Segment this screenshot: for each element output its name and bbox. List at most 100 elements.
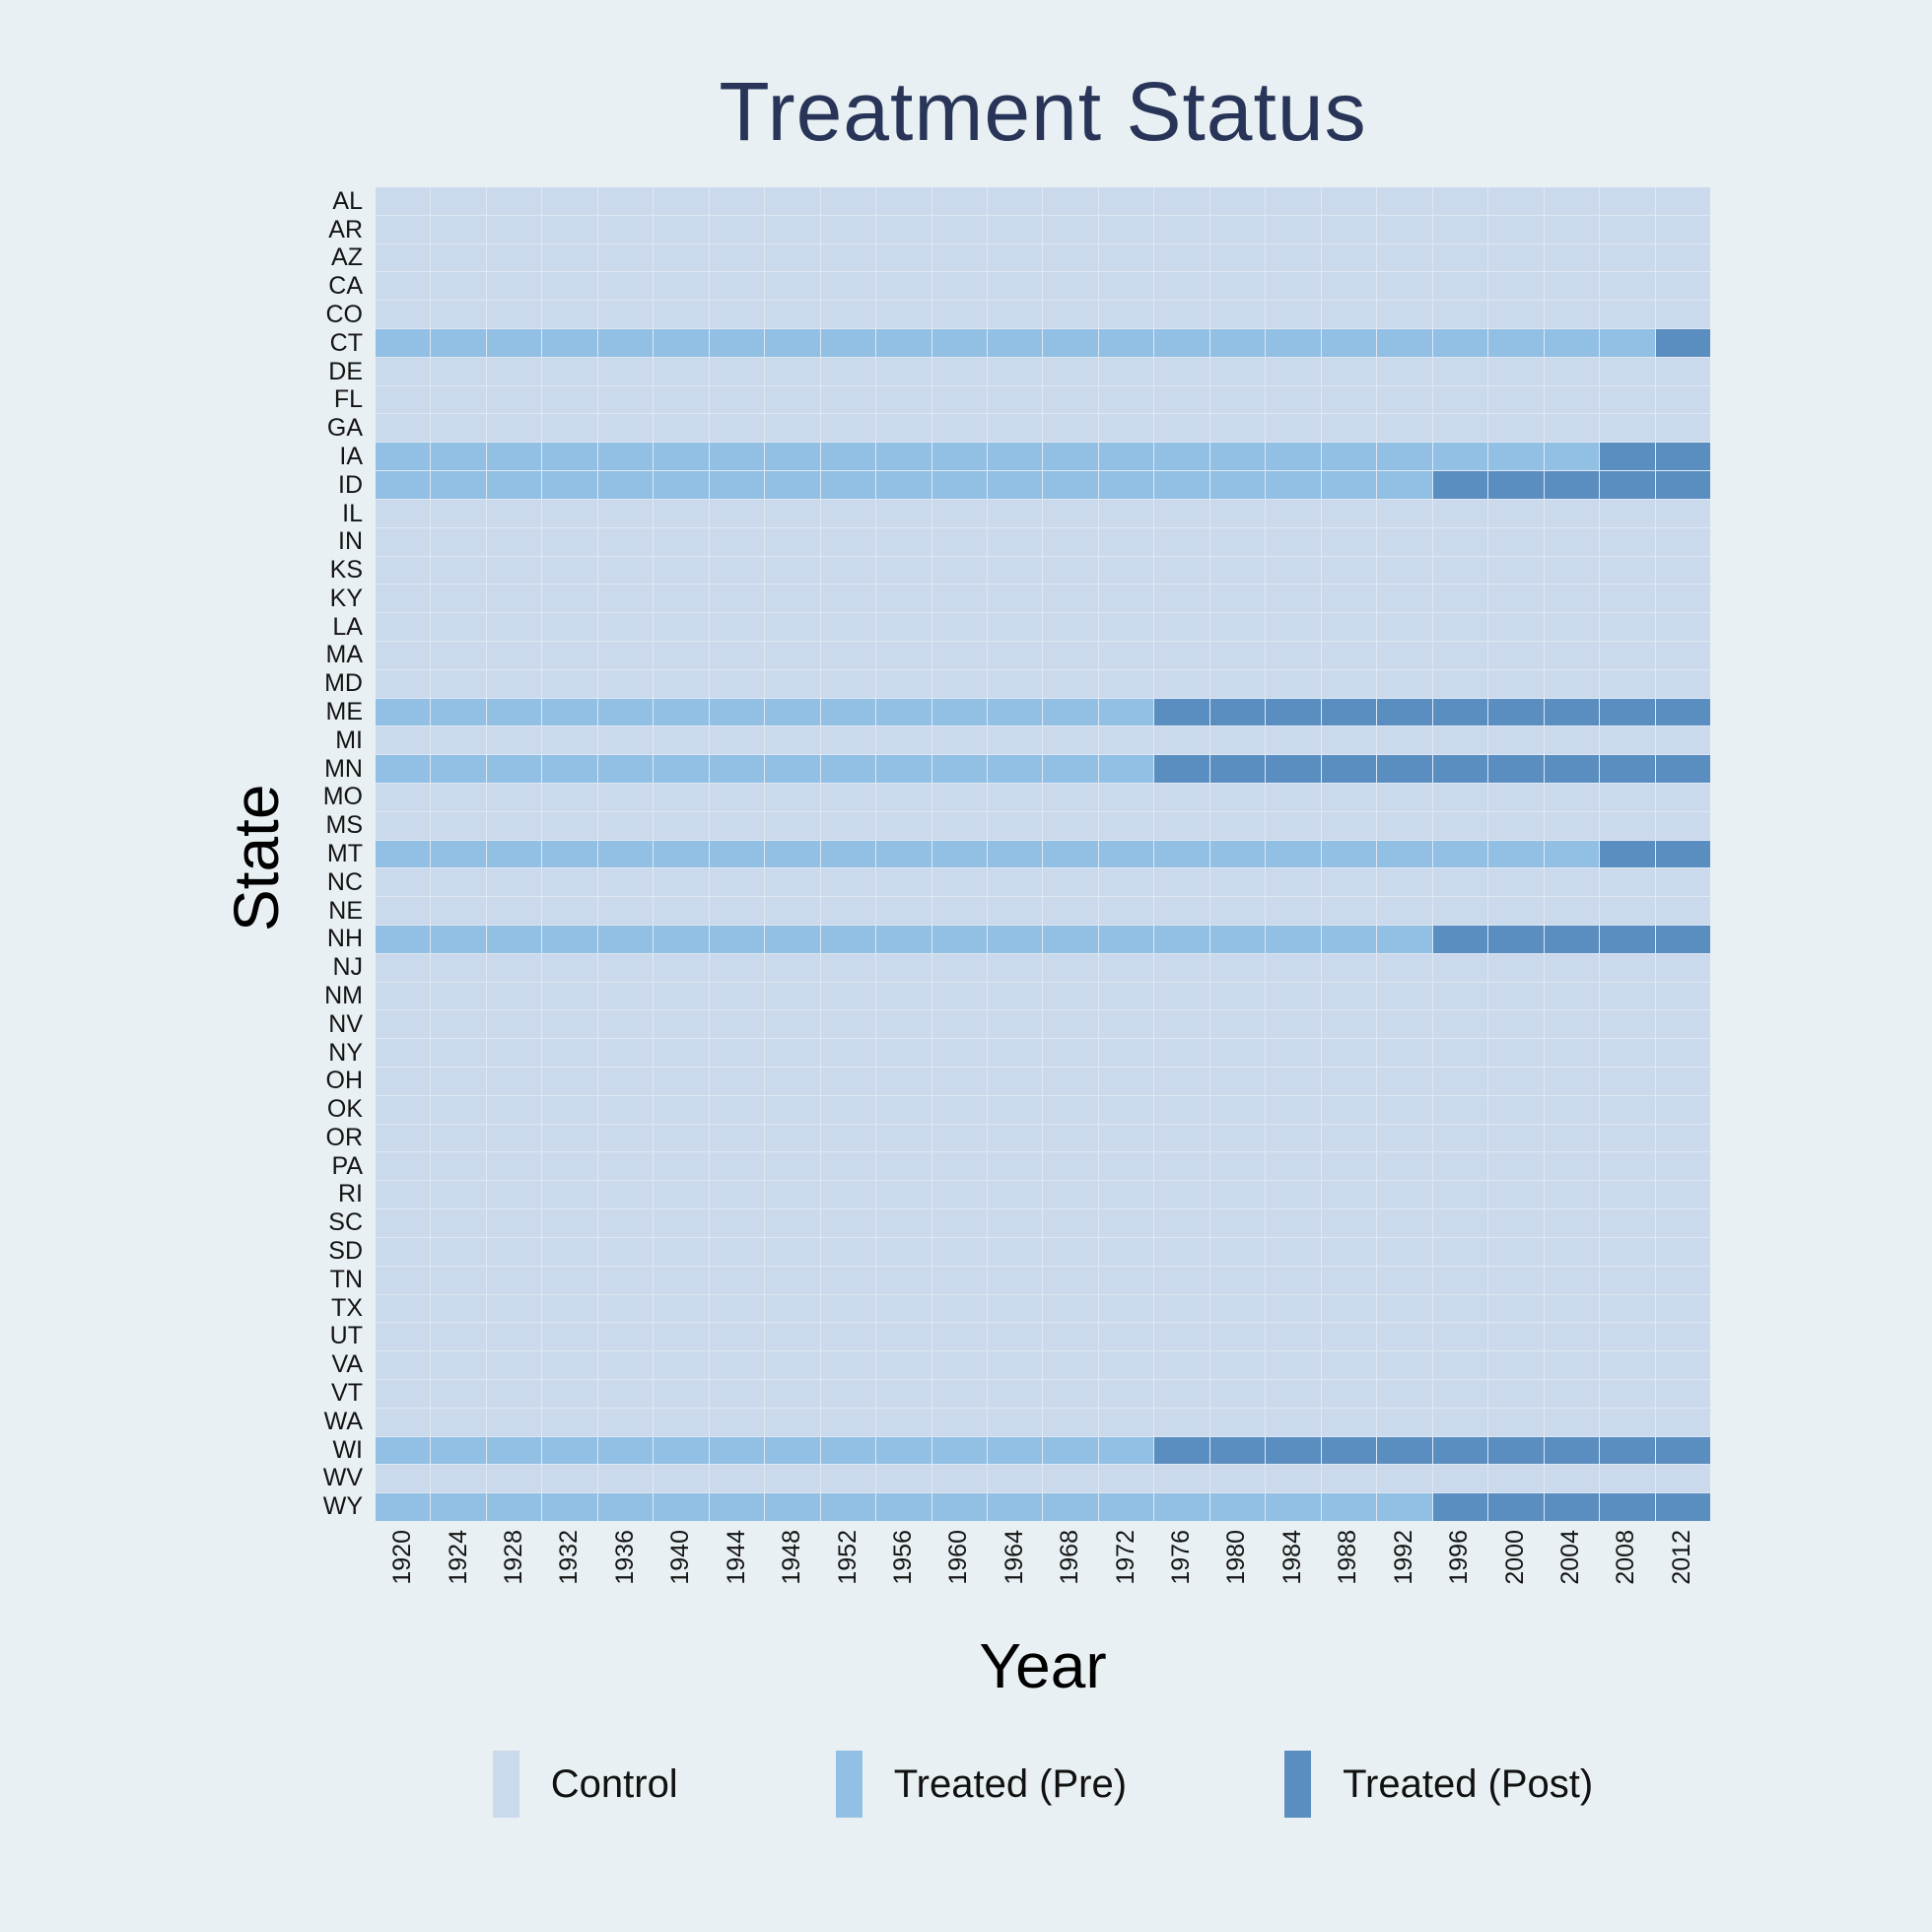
cell-CT-1960 bbox=[932, 329, 988, 357]
cell-WV-1940 bbox=[654, 1465, 709, 1493]
cell-CO-1924 bbox=[431, 301, 486, 329]
cell-NY-1968 bbox=[1043, 1039, 1098, 1068]
cell-WA-1948 bbox=[765, 1408, 820, 1436]
cell-OK-2012 bbox=[1655, 1095, 1710, 1124]
cell-TN-1952 bbox=[820, 1266, 876, 1294]
cell-VA-1948 bbox=[765, 1351, 820, 1379]
cell-MO-1944 bbox=[709, 783, 765, 811]
cell-MD-1960 bbox=[932, 669, 988, 698]
cell-NJ-1948 bbox=[765, 953, 820, 982]
cell-NJ-1952 bbox=[820, 953, 876, 982]
cell-AR-1976 bbox=[1154, 215, 1209, 243]
cell-NJ-1940 bbox=[654, 953, 709, 982]
cell-NY-1932 bbox=[542, 1039, 597, 1068]
cell-RI-1968 bbox=[1043, 1181, 1098, 1209]
cell-KY-1976 bbox=[1154, 585, 1209, 613]
cell-NY-1944 bbox=[709, 1039, 765, 1068]
cell-KS-1992 bbox=[1377, 556, 1432, 585]
cell-NJ-1972 bbox=[1098, 953, 1154, 982]
row-label-MN: MN bbox=[324, 754, 363, 783]
cell-AZ-1972 bbox=[1098, 243, 1154, 272]
cell-KS-1988 bbox=[1321, 556, 1377, 585]
tick-label-1984: 1984 bbox=[1277, 1530, 1306, 1585]
cell-IA-1960 bbox=[932, 443, 988, 471]
tick-label-1972: 1972 bbox=[1111, 1530, 1139, 1585]
cell-OK-1972 bbox=[1098, 1095, 1154, 1124]
cell-ID-1968 bbox=[1043, 471, 1098, 499]
cell-TN-2008 bbox=[1600, 1266, 1655, 1294]
cell-TX-1944 bbox=[709, 1294, 765, 1323]
cell-IA-1988 bbox=[1321, 443, 1377, 471]
cell-NE-1936 bbox=[597, 897, 654, 926]
cell-CO-1928 bbox=[486, 301, 542, 329]
cell-GA-1936 bbox=[597, 414, 654, 443]
cell-NV-1996 bbox=[1432, 1010, 1488, 1039]
cell-NE-1940 bbox=[654, 897, 709, 926]
cell-VT-1960 bbox=[932, 1379, 988, 1408]
cell-TN-1936 bbox=[597, 1266, 654, 1294]
cell-PA-1932 bbox=[542, 1152, 597, 1181]
cell-WV-2004 bbox=[1544, 1465, 1600, 1493]
cell-NC-1940 bbox=[654, 868, 709, 897]
cell-AR-1988 bbox=[1321, 215, 1377, 243]
cell-PA-2000 bbox=[1488, 1152, 1544, 1181]
cell-FL-1924 bbox=[431, 385, 486, 414]
cell-MA-1928 bbox=[486, 641, 542, 669]
legend: Control Treated (Pre) Treated (Post) bbox=[376, 1740, 1710, 1828]
row-label-PA: PA bbox=[331, 1151, 364, 1180]
cell-NY-1948 bbox=[765, 1039, 820, 1068]
cell-WA-2000 bbox=[1488, 1408, 1544, 1436]
cell-SD-1980 bbox=[1209, 1237, 1266, 1266]
cell-AZ-2008 bbox=[1600, 243, 1655, 272]
cell-SD-1964 bbox=[988, 1237, 1043, 1266]
cell-OR-1952 bbox=[820, 1124, 876, 1152]
cell-DE-1956 bbox=[876, 357, 932, 385]
cell-TX-1968 bbox=[1043, 1294, 1098, 1323]
cell-TN-1992 bbox=[1377, 1266, 1432, 1294]
cell-NM-1944 bbox=[709, 982, 765, 1010]
cell-VA-1988 bbox=[1321, 1351, 1377, 1379]
cell-MS-1960 bbox=[932, 811, 988, 840]
cell-GA-1948 bbox=[765, 414, 820, 443]
cell-PA-1944 bbox=[709, 1152, 765, 1181]
cell-MA-1960 bbox=[932, 641, 988, 669]
cell-MA-1924 bbox=[431, 641, 486, 669]
cell-GA-1980 bbox=[1209, 414, 1266, 443]
cell-MS-2000 bbox=[1488, 811, 1544, 840]
cell-IA-1980 bbox=[1209, 443, 1266, 471]
cell-NH-1964 bbox=[988, 926, 1043, 953]
cell-MA-1944 bbox=[709, 641, 765, 669]
cell-WI-1936 bbox=[597, 1436, 654, 1465]
cell-MN-1960 bbox=[932, 755, 988, 783]
row-label-UT: UT bbox=[329, 1322, 363, 1350]
cell-NJ-1944 bbox=[709, 953, 765, 982]
cell-ID-1976 bbox=[1154, 471, 1209, 499]
cell-CO-2000 bbox=[1488, 301, 1544, 329]
cell-MT-1980 bbox=[1209, 840, 1266, 868]
y-axis-label: State bbox=[221, 784, 292, 932]
cell-CT-1952 bbox=[820, 329, 876, 357]
cell-VA-2004 bbox=[1544, 1351, 1600, 1379]
cell-IA-1928 bbox=[486, 443, 542, 471]
cell-LA-1936 bbox=[597, 613, 654, 641]
cell-TN-1928 bbox=[486, 1266, 542, 1294]
row-label-MD: MD bbox=[324, 669, 363, 698]
legend-label-pre: Treated (Pre) bbox=[893, 1761, 1128, 1806]
cell-OK-1976 bbox=[1154, 1095, 1209, 1124]
cell-MS-1976 bbox=[1154, 811, 1209, 840]
cell-NV-1956 bbox=[876, 1010, 932, 1039]
cell-RI-2008 bbox=[1600, 1181, 1655, 1209]
cell-OR-2012 bbox=[1655, 1124, 1710, 1152]
cell-RI-1964 bbox=[988, 1181, 1043, 1209]
cell-MN-1956 bbox=[876, 755, 932, 783]
cell-MN-1936 bbox=[597, 755, 654, 783]
cell-NE-1920 bbox=[376, 897, 431, 926]
cell-NE-2012 bbox=[1655, 897, 1710, 926]
cell-MA-2012 bbox=[1655, 641, 1710, 669]
cell-KY-1988 bbox=[1321, 585, 1377, 613]
cell-OR-2004 bbox=[1544, 1124, 1600, 1152]
cell-NV-1948 bbox=[765, 1010, 820, 1039]
cell-MI-1920 bbox=[376, 726, 431, 755]
cell-TX-1924 bbox=[431, 1294, 486, 1323]
cell-KY-1936 bbox=[597, 585, 654, 613]
